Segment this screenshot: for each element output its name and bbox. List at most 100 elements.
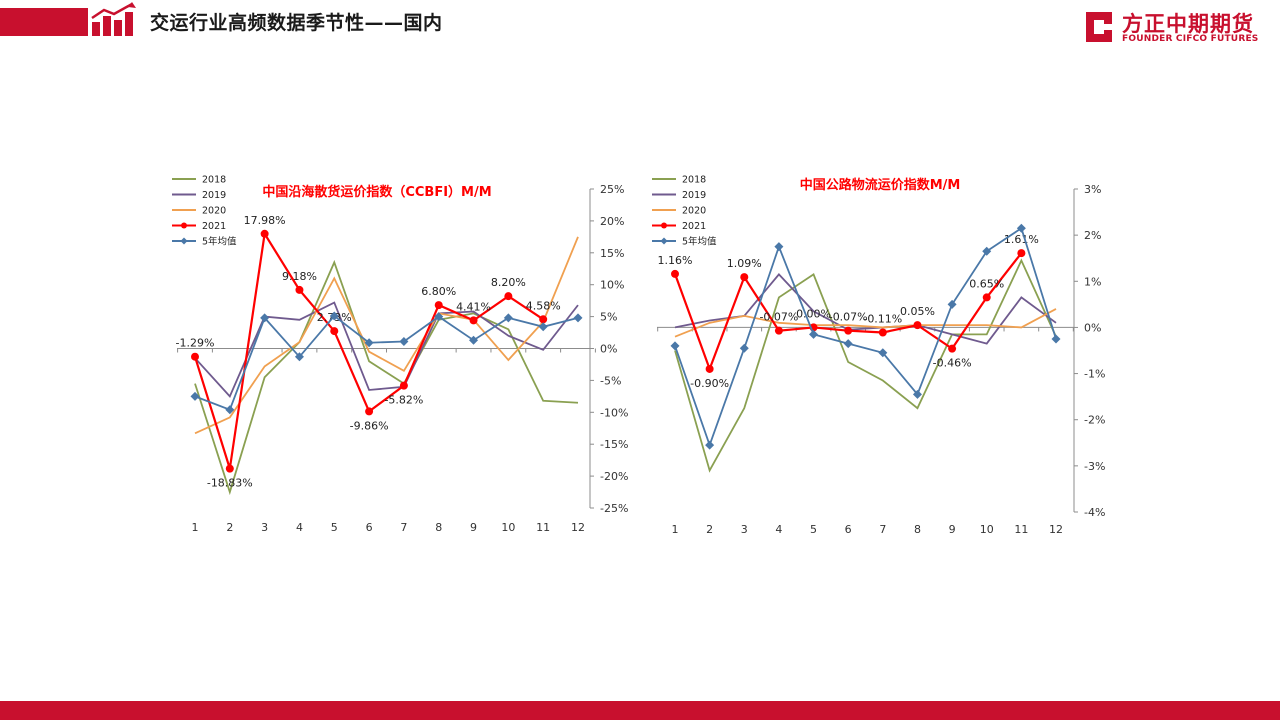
road-freight-mom-chart: 3% 2% 1% 0% -1% -2% -3% -4% 1 2 3 4 5 6 7 8 9 10 11 12 中国公路物… [640, 165, 1125, 545]
data-label: -0.46% [933, 357, 972, 370]
y-tick-label: 5% [600, 311, 617, 324]
data-point [504, 292, 513, 301]
x-tick-label: 10 [501, 521, 515, 534]
data-label: -0.07% [759, 311, 798, 324]
x-tick-label: 8 [914, 523, 921, 536]
data-point [740, 273, 749, 282]
legend-label: 2018 [682, 175, 706, 186]
data-label: 1.61% [1004, 233, 1039, 246]
legend-item: 2018 [172, 175, 226, 186]
legend-item: 2021 [172, 221, 226, 232]
legend-item: 2021 [652, 221, 706, 232]
y-tick-label: -20% [600, 470, 628, 483]
data-point [538, 322, 548, 332]
legend-item: 5年均值 [652, 236, 717, 248]
x-tick-label: 11 [536, 521, 550, 534]
x-tick-label: 6 [366, 521, 373, 534]
data-label: 1.16% [658, 254, 693, 267]
x-tick-label: 5 [810, 523, 817, 536]
data-point [469, 335, 479, 345]
y-tick-label: 10% [600, 279, 624, 292]
series-line [194, 259, 579, 496]
data-point [294, 352, 304, 362]
data-label: -18.83% [207, 477, 253, 490]
data-point [948, 344, 957, 353]
x-tick-label: 9 [949, 523, 956, 536]
data-point [670, 341, 680, 351]
y-tick-label: -25% [600, 502, 628, 515]
series-line [194, 314, 579, 411]
series-2018 [674, 258, 1057, 473]
data-point [225, 464, 234, 473]
chart-svg: 25%20%15%10%5%0%-5%-10%-15%-20%-25%1 2 3 4 5… [172, 175, 628, 534]
y-tick-label: 1% [1084, 275, 1101, 288]
data-point [1051, 334, 1061, 344]
data-point [878, 328, 887, 337]
legend-label: 2019 [682, 190, 706, 201]
data-point [1017, 249, 1026, 258]
series-2019 [194, 301, 579, 398]
legend-item: 2020 [652, 206, 706, 217]
y-tick-label: 0% [600, 343, 617, 356]
y-tick-label: 0% [1084, 321, 1101, 334]
legend-label: 5年均值 [202, 236, 237, 248]
chart-svg: 3%2%1%0%-1%-2%-3%-4%1 2 3 4 5 6 7 8 9 10 11 12中国公路物… [652, 175, 1105, 536]
series-line [194, 236, 579, 435]
data-label: -0.90% [690, 377, 729, 390]
data-label: -1.29% [176, 337, 215, 350]
x-tick-label: 11 [1014, 523, 1028, 536]
x-tick-label: 6 [845, 523, 852, 536]
series-5年均值 [670, 223, 1061, 450]
logo-english-name: FOUNDER CIFCO FUTURES [1122, 34, 1259, 44]
data-point [878, 348, 888, 358]
y-tick-label: 15% [600, 247, 624, 260]
data-point [260, 313, 270, 323]
series-2020 [194, 236, 579, 435]
data-point [1016, 223, 1026, 233]
x-tick-label: 3 [741, 523, 748, 536]
data-point [434, 301, 443, 310]
legend-label: 2021 [682, 221, 706, 232]
data-label: 17.98% [244, 214, 286, 227]
series-line [674, 258, 1057, 473]
data-point [295, 285, 304, 294]
data-point [399, 381, 408, 390]
legend-marker [660, 237, 668, 245]
series-2018 [194, 259, 579, 496]
data-point [774, 326, 783, 335]
data-label: 0.05% [900, 305, 935, 318]
y-tick-label: 3% [1084, 183, 1101, 196]
data-label: -5.82% [384, 394, 423, 407]
legend-item: 5年均值 [172, 236, 237, 248]
chart-title: 中国沿海散货运价指数（CCBFI）M/M [262, 184, 491, 200]
data-point [947, 299, 957, 309]
data-point [774, 242, 784, 252]
legend-item: 2019 [172, 190, 226, 201]
data-point [844, 326, 853, 335]
data-point [913, 321, 922, 330]
data-point [225, 405, 235, 415]
data-label: 0.00% [796, 307, 831, 320]
data-label: 9.18% [282, 270, 317, 283]
data-label: 0.65% [969, 277, 1004, 290]
chart-title: 中国公路物流运价指数M/M [800, 177, 961, 193]
data-point [539, 315, 548, 324]
series-2020 [674, 308, 1057, 338]
founder-logo-icon [1086, 12, 1112, 42]
legend-label: 2020 [682, 206, 706, 217]
data-point [434, 312, 444, 322]
data-point [260, 229, 269, 238]
data-point [982, 293, 991, 302]
legend-label: 2018 [202, 175, 226, 186]
legend-item: 2018 [652, 175, 706, 186]
x-tick-label: 10 [980, 523, 994, 536]
y-tick-label: -5% [600, 374, 621, 387]
data-point [364, 338, 374, 348]
data-point [503, 313, 513, 323]
data-point [809, 329, 819, 339]
data-label: -0.11% [863, 313, 902, 326]
data-label: 1.09% [727, 257, 762, 270]
y-tick-label: 2% [1084, 229, 1101, 242]
y-tick-label: -1% [1084, 368, 1105, 381]
data-point [330, 327, 339, 336]
